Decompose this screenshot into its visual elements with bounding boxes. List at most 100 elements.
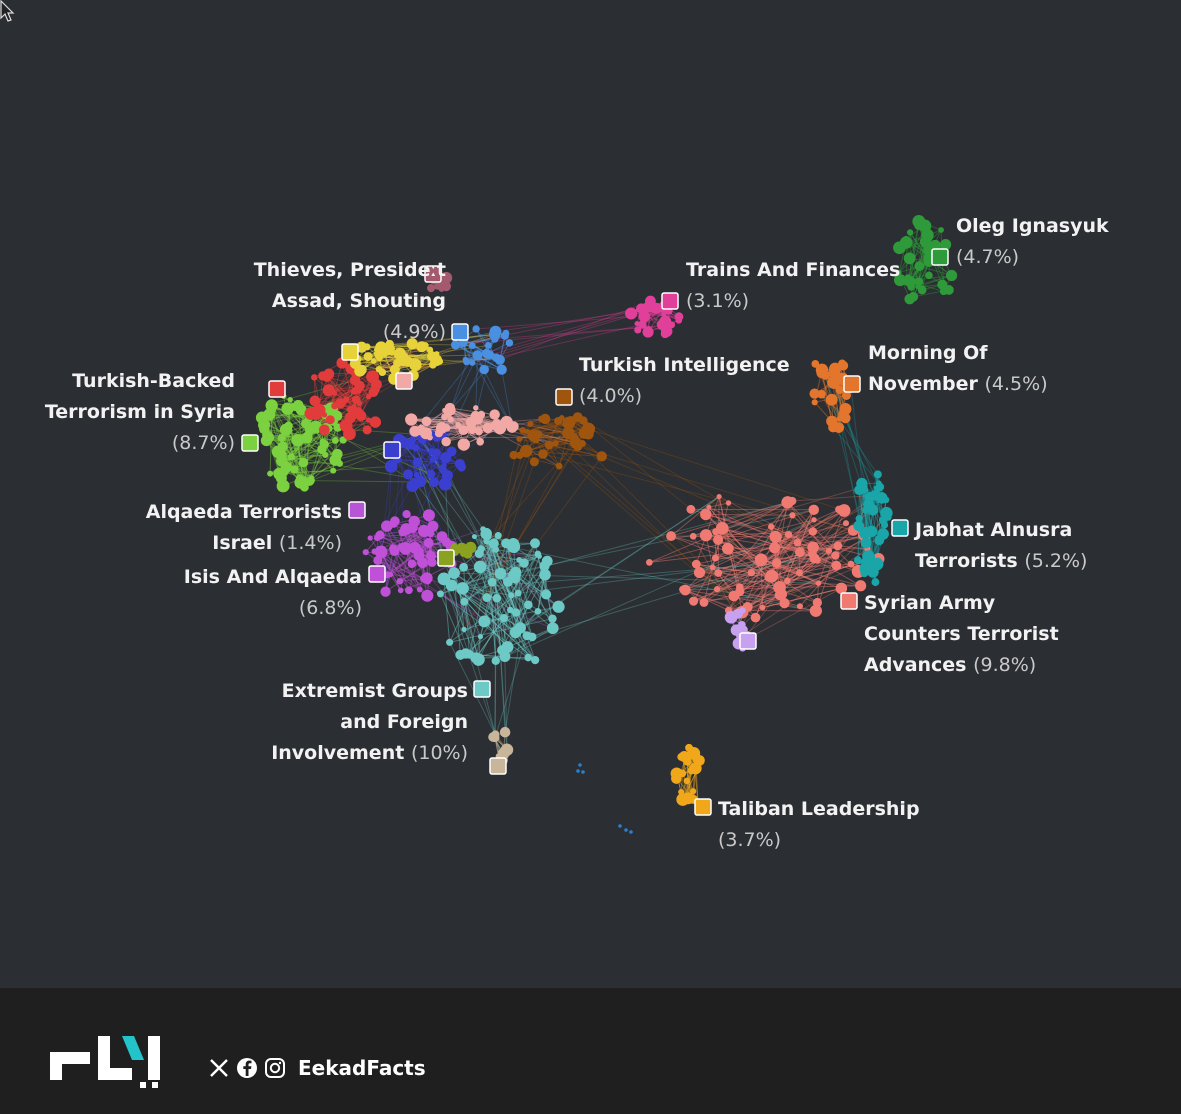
edge (538, 428, 585, 435)
edge (739, 577, 769, 593)
graph-node (660, 325, 673, 338)
edge (717, 572, 741, 588)
graph-node (287, 396, 293, 403)
edge (451, 585, 508, 648)
edge (282, 441, 323, 455)
cluster-swatch-isis (368, 565, 386, 583)
graph-node (469, 359, 476, 366)
graph-node (546, 622, 559, 635)
graph-node (402, 510, 411, 519)
edge (717, 500, 791, 541)
graph-node (457, 438, 470, 451)
graph-node (793, 538, 802, 547)
cluster-swatch-navy (383, 441, 401, 459)
graph-node (374, 545, 388, 559)
instagram-icon[interactable] (264, 1057, 286, 1079)
edge (270, 437, 304, 463)
edge (787, 502, 859, 572)
graph-node (262, 430, 272, 440)
graph-node (847, 560, 855, 568)
edge (542, 453, 867, 538)
graph-node (666, 531, 676, 542)
graph-node (779, 598, 790, 609)
graph-node (596, 451, 607, 462)
graph-node (893, 241, 906, 255)
graph-node (722, 542, 734, 555)
edge (762, 587, 842, 609)
graph-node (524, 653, 532, 662)
edge (494, 660, 497, 738)
graph-node (809, 604, 822, 617)
edge (399, 577, 424, 582)
edge (487, 536, 498, 599)
cluster-swatch-alqaeda_israel (348, 501, 366, 519)
graph-node (625, 307, 638, 320)
edge (716, 504, 869, 590)
edge (387, 562, 423, 576)
edge (500, 573, 517, 613)
graph-node (311, 374, 318, 381)
graph-node (859, 526, 872, 540)
edge (453, 572, 517, 613)
cluster-swatch-turkish_backed-red (268, 380, 286, 398)
edge (760, 529, 854, 561)
edge (486, 461, 535, 598)
x-icon[interactable] (208, 1057, 230, 1079)
graph-node (436, 358, 444, 365)
graph-node (536, 553, 542, 559)
graph-node (559, 415, 565, 421)
edge (484, 606, 559, 622)
edge (739, 519, 815, 592)
graph-node (422, 509, 435, 522)
edge (708, 502, 729, 508)
graph-node (838, 360, 849, 371)
edge (685, 589, 816, 612)
graph-node (514, 589, 522, 597)
graph-node (678, 750, 690, 763)
facebook-icon[interactable] (236, 1057, 258, 1079)
edge (538, 433, 576, 444)
graph-node (711, 554, 719, 562)
label-turkish-intel-pct: (4.0%) (579, 385, 643, 407)
edge (377, 559, 424, 579)
graph-node (706, 504, 712, 510)
graph-node (634, 326, 642, 334)
graph-node (485, 342, 492, 349)
graph-node (414, 475, 427, 488)
graph-node (903, 252, 916, 265)
edge (722, 486, 864, 529)
edge (495, 549, 540, 557)
graph-node (472, 653, 485, 666)
edge (468, 543, 495, 655)
graph-node (709, 564, 716, 571)
social-handle-text[interactable]: EekadFacts (298, 1056, 426, 1080)
graph-node (419, 559, 425, 565)
graph-node (687, 746, 701, 760)
edge (430, 441, 447, 475)
graph-node (494, 532, 502, 540)
edge (419, 438, 423, 482)
graph-node (492, 546, 500, 553)
graph-node (464, 649, 474, 659)
edge (459, 590, 536, 661)
graph-node (277, 433, 286, 443)
graph-node (457, 588, 463, 594)
graph-node (471, 534, 477, 540)
graph-node (538, 449, 548, 459)
graph-node (441, 436, 451, 447)
edge (682, 555, 836, 590)
edge (478, 553, 528, 636)
edge (416, 462, 446, 542)
graph-node (279, 423, 293, 436)
label-turkish-intel: Turkish Intelligence (579, 354, 790, 376)
edge (557, 420, 735, 597)
graph-node (638, 320, 647, 329)
edge (504, 627, 554, 657)
graph-node (463, 549, 473, 559)
graph-node (499, 614, 508, 623)
graph-node (870, 565, 878, 573)
graph-node (732, 608, 743, 619)
graph-node (396, 577, 404, 585)
edge (739, 591, 801, 607)
graph-node (940, 239, 952, 251)
